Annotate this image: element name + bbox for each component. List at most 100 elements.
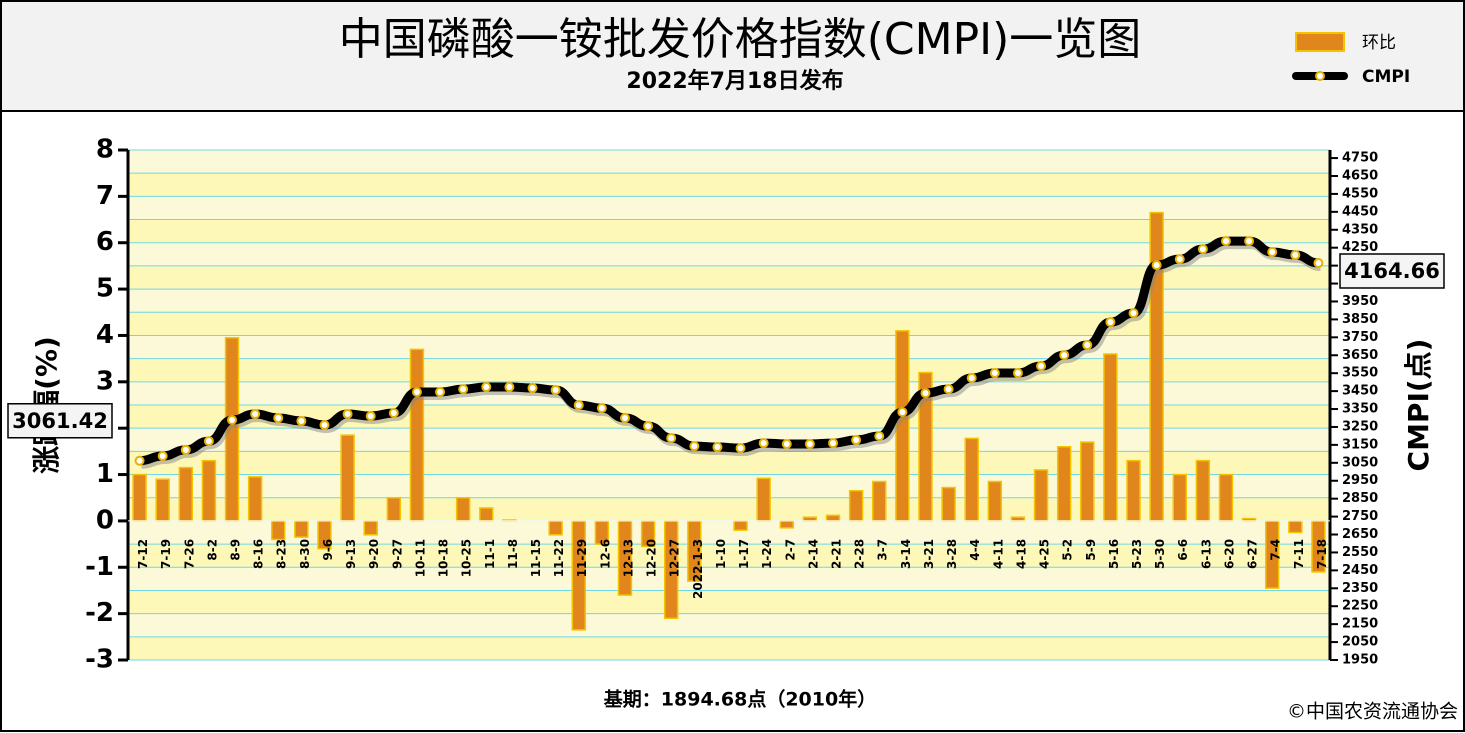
- x-tick-label: 1-17: [737, 539, 751, 569]
- line-marker: [365, 411, 376, 422]
- bar: [872, 480, 887, 522]
- y2-tick-label: 4350: [1342, 222, 1378, 237]
- y-tick-label: -3: [85, 645, 114, 675]
- y2-tick-label: 3450: [1342, 384, 1378, 399]
- plot-band: [128, 451, 1330, 475]
- line-marker: [319, 419, 330, 430]
- line-marker: [527, 383, 538, 394]
- line-marker: [504, 381, 515, 392]
- plot-band: [128, 590, 1330, 614]
- bar: [409, 348, 425, 522]
- y-tick-label: -2: [85, 598, 114, 628]
- plot-band: [128, 428, 1330, 452]
- line-marker: [781, 438, 792, 449]
- x-tick-label: 8-9: [229, 539, 243, 561]
- plot-band: [128, 196, 1330, 220]
- callout-box: [7, 403, 113, 439]
- header: [0, 0, 1465, 112]
- bar: [1010, 516, 1026, 522]
- bar: [548, 520, 563, 536]
- bar: [1288, 520, 1303, 534]
- bar: [386, 496, 402, 522]
- x-tick-label: 11-1: [483, 539, 497, 569]
- x-tick-label: 7-4: [1269, 539, 1283, 561]
- plot-band: [128, 567, 1330, 591]
- y2-tick-label: 2050: [1342, 635, 1378, 650]
- line: [135, 236, 1323, 466]
- x-tick-label: 9-27: [390, 539, 404, 569]
- line-marker: [458, 384, 469, 395]
- x-tick-label: 6-20: [1222, 539, 1236, 569]
- x-tick-label: 12-27: [668, 539, 682, 577]
- x-tick-label: 2-7: [783, 539, 797, 561]
- y2-tick-label: 3750: [1342, 330, 1378, 345]
- y2-tick-label: 2850: [1342, 491, 1378, 506]
- x-tick-label: 3-28: [945, 539, 959, 569]
- y-tick-label: 8: [96, 135, 114, 165]
- x-tick-label: 6-13: [1199, 539, 1213, 569]
- line-marker: [1290, 250, 1301, 261]
- line-marker: [666, 433, 677, 444]
- x-tick-label: 8-23: [275, 539, 289, 569]
- plot-band: [128, 219, 1330, 243]
- x-tick-label: 8-30: [298, 539, 312, 569]
- bar: [294, 520, 309, 538]
- line-marker: [989, 368, 1000, 379]
- x-tick-label: 2-14: [806, 539, 820, 569]
- x-tick-label: 6-27: [1246, 539, 1260, 569]
- y-tick-label: 6: [96, 227, 114, 257]
- x-tick-label: 11-15: [529, 539, 543, 577]
- x-tick-label: 7-19: [159, 539, 173, 569]
- legend-swatch: [1295, 32, 1345, 52]
- line-marker: [296, 416, 307, 427]
- bar: [1195, 459, 1211, 522]
- legend-label: 环比: [1362, 33, 1396, 53]
- line-marker: [1082, 340, 1093, 351]
- y2-axis-label: CMPI(点): [1402, 339, 1435, 472]
- bar: [733, 520, 748, 531]
- y-tick-label: 3: [96, 366, 114, 396]
- plot-band: [128, 474, 1330, 498]
- x-tick-label: 10-25: [460, 539, 474, 577]
- x-tick-label: 11-8: [506, 539, 520, 569]
- bar: [1080, 441, 1095, 522]
- bar: [987, 480, 1003, 522]
- line-marker: [758, 438, 769, 449]
- y2-tick-label: 3550: [1342, 366, 1378, 381]
- line-marker: [897, 407, 908, 418]
- line-marker: [1036, 361, 1047, 372]
- x-tick-label: 5-2: [1061, 539, 1075, 561]
- x-tick-label: 2022-1-3: [691, 539, 705, 599]
- bar: [825, 514, 841, 522]
- plot-band: [128, 265, 1330, 290]
- x-tick-label: 3-7: [876, 539, 890, 561]
- line-marker: [1313, 257, 1324, 268]
- x-tick-label: 4-18: [1014, 539, 1028, 569]
- x-tick-label: 12-6: [598, 539, 612, 569]
- bar: [756, 477, 771, 522]
- y2-tick-label: 2150: [1342, 617, 1378, 632]
- y2-tick-label: 2250: [1342, 599, 1378, 614]
- plot-band: [128, 335, 1330, 359]
- x-tick-label: 2-28: [853, 539, 867, 569]
- x-tick-label: 9-6: [321, 539, 335, 561]
- bar: [455, 496, 471, 522]
- y2-tick-label: 3650: [1342, 348, 1378, 363]
- line-marker: [874, 431, 885, 442]
- x-tick-label: 11-22: [552, 539, 566, 577]
- line-marker: [1267, 247, 1278, 257]
- y2-tick-label: 4250: [1342, 240, 1378, 255]
- y2-tick-label: 1950: [1342, 653, 1378, 668]
- line-marker: [180, 444, 191, 455]
- y2-tick-label: 2950: [1342, 473, 1378, 488]
- line-marker: [157, 451, 168, 461]
- x-tick-label: 12-13: [621, 539, 635, 577]
- x-tick-label: 3-14: [899, 539, 913, 569]
- line-marker: [804, 438, 815, 449]
- y2-tick-label: 4550: [1342, 186, 1378, 201]
- x-tick-label: 5-23: [1130, 539, 1144, 569]
- legend-label: CMPI: [1362, 67, 1410, 87]
- line-marker: [573, 400, 584, 411]
- line-marker: [273, 412, 284, 423]
